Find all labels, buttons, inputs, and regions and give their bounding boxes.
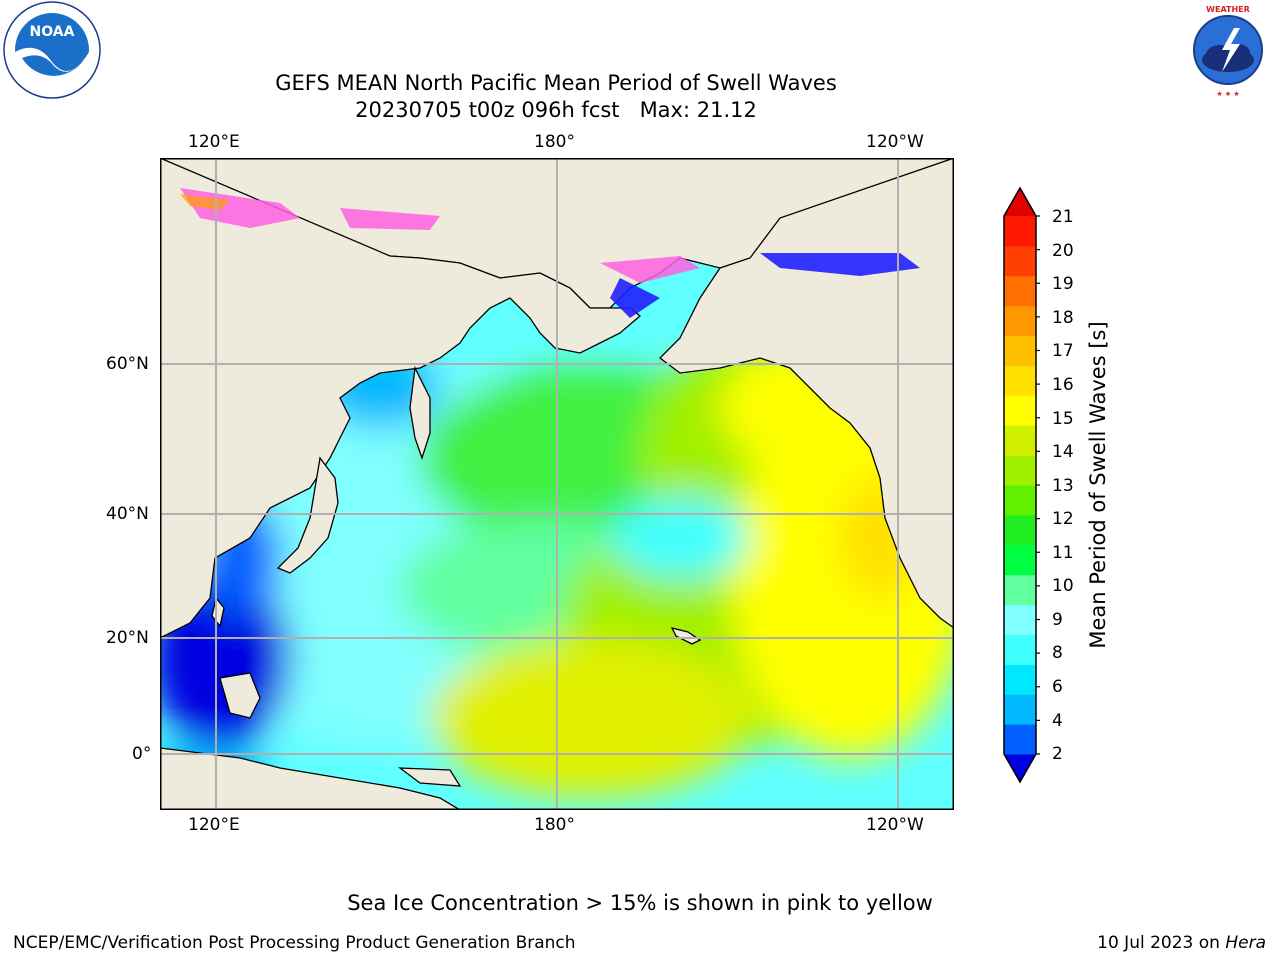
noaa-logo: NOAA <box>3 1 101 99</box>
colorbar-band <box>1004 305 1036 337</box>
colorbar-tick-11: 11 <box>1052 543 1074 563</box>
nws-logo: WEATHER ★ ★ ★ <box>1180 2 1276 98</box>
colorbar-band <box>1004 365 1036 396</box>
swell-period-map <box>160 158 954 810</box>
colorbar-band <box>1004 604 1036 635</box>
lat-label-40n: 40°N <box>106 504 149 524</box>
colorbar-tick-6: 6 <box>1052 677 1063 697</box>
colorbar-band <box>1004 694 1036 725</box>
colorbar-tick-14: 14 <box>1052 442 1074 462</box>
colorbar-extend-low <box>1004 754 1036 782</box>
colorbar-band <box>1004 724 1036 755</box>
colorbar-tick-19: 19 <box>1052 274 1074 294</box>
lon-label-bottom-120e: 120°E <box>188 815 240 835</box>
host-name: Hera <box>1225 933 1266 953</box>
colorbar-band <box>1004 455 1036 486</box>
colorbar-tick-8: 8 <box>1052 643 1063 663</box>
credit-line: NCEP/EMC/Verification Post Processing Pr… <box>13 933 576 953</box>
colorbar-extend-high <box>1004 188 1036 216</box>
date-text: 10 Jul 2023 on <box>1097 933 1226 953</box>
colorbar-band <box>1004 664 1036 695</box>
colorbar-band <box>1004 245 1036 277</box>
colorbar-band <box>1004 544 1036 576</box>
chart-title-line1: GEFS MEAN North Pacific Mean Period of S… <box>275 71 837 95</box>
colorbar-band <box>1004 216 1036 247</box>
lon-label-bottom-120w: 120°W <box>866 815 924 835</box>
colorbar-band <box>1004 425 1036 456</box>
lat-label-60n: 60°N <box>106 354 149 374</box>
colorbar-tick-2: 2 <box>1052 744 1063 764</box>
date-line: 10 Jul 2023 on Hera <box>1097 933 1266 953</box>
svg-text:★ ★ ★: ★ ★ ★ <box>1216 90 1239 98</box>
lon-label-top-120e: 120°E <box>188 132 240 152</box>
colorbar-band <box>1004 275 1036 307</box>
colorbar-tick-15: 15 <box>1052 409 1074 429</box>
svg-text:WEATHER: WEATHER <box>1206 5 1250 14</box>
graticule <box>160 158 954 810</box>
colorbar-tick-10: 10 <box>1052 576 1074 596</box>
colorbar <box>1003 186 1040 784</box>
colorbar-tick-4: 4 <box>1052 711 1063 731</box>
lat-label-20n: 20°N <box>106 628 149 648</box>
colorbar-band <box>1004 574 1036 606</box>
colorbar-band <box>1004 514 1036 546</box>
colorbar-band <box>1004 335 1036 366</box>
colorbar-band <box>1004 634 1036 665</box>
noaa-text: NOAA <box>30 24 75 40</box>
colorbar-tick-18: 18 <box>1052 308 1074 328</box>
lon-label-top-180: 180° <box>534 132 575 152</box>
colorbar-tick-16: 16 <box>1052 375 1074 395</box>
chart-title-line2: 20230705 t00z 096h fcst Max: 21.12 <box>355 98 757 122</box>
colorbar-tick-17: 17 <box>1052 341 1074 361</box>
sea-ice-note: Sea Ice Concentration > 15% is shown in … <box>347 891 933 915</box>
colorbar-tick-13: 13 <box>1052 476 1074 496</box>
sea-ice-fringe <box>180 188 920 318</box>
lon-label-top-120w: 120°W <box>866 132 924 152</box>
lon-label-bottom-180: 180° <box>534 815 575 835</box>
colorbar-label: Mean Period of Swell Waves [s] <box>1086 321 1110 649</box>
colorbar-tick-12: 12 <box>1052 509 1074 529</box>
colorbar-tick-9: 9 <box>1052 610 1063 630</box>
colorbar-band <box>1004 485 1036 516</box>
lat-label-0: 0° <box>132 744 152 764</box>
colorbar-tick-21: 21 <box>1052 207 1074 227</box>
colorbar-tick-20: 20 <box>1052 241 1074 261</box>
colorbar-band <box>1004 395 1036 426</box>
